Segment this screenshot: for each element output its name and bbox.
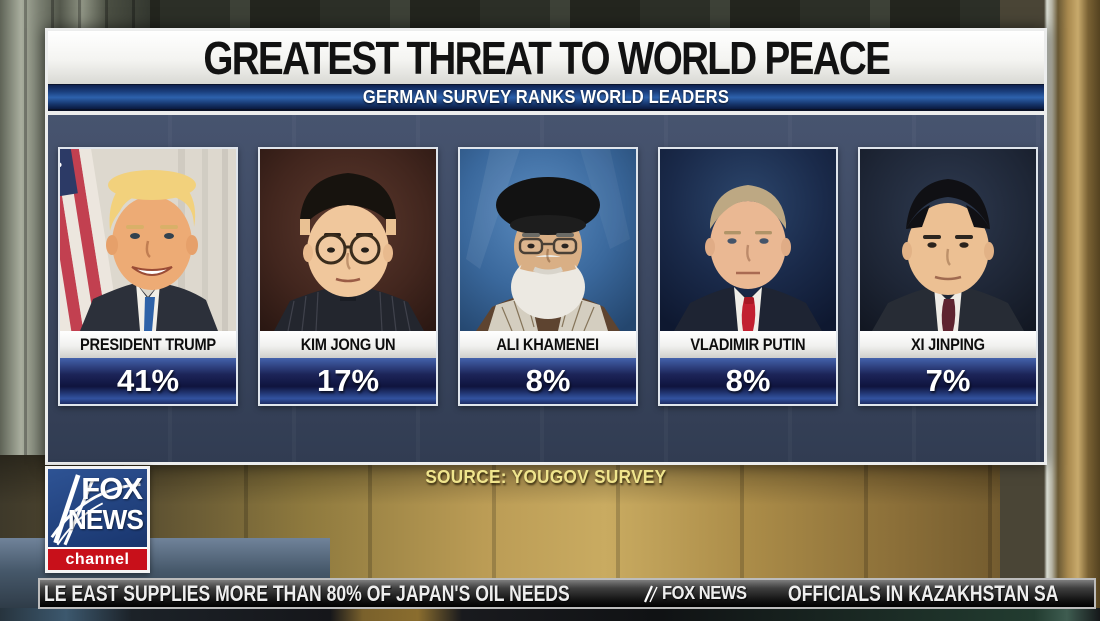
ticker-headline-right: OFFICIALS IN KAZAKHSTAN SA <box>788 580 1059 606</box>
survey-panels-area: PRESIDENT TRUMP 41% <box>48 115 1044 462</box>
news-ticker: LE EAST SUPPLIES MORE THAN 80% OF JAPAN'… <box>38 578 1096 609</box>
studio-background-top <box>0 0 1100 30</box>
leader-name-bar: KIM JONG UN <box>260 331 436 358</box>
kim-jong-un-portrait <box>260 149 436 331</box>
fox-news-icon <box>644 585 658 602</box>
panel-row: PRESIDENT TRUMP 41% <box>58 147 1038 406</box>
trump-portrait <box>60 149 236 331</box>
leader-percent: 17% <box>316 363 380 398</box>
leader-panel-ali-khamenei: ALI KHAMENEI 8% <box>458 147 638 406</box>
fullscreen-graphic: GREATEST THREAT TO WORLD PEACE GERMAN SU… <box>45 28 1047 465</box>
leader-name-bar: ALI KHAMENEI <box>460 331 636 358</box>
leader-percent: 8% <box>525 363 571 398</box>
source-attribution: SOURCE: YOUGOV SURVEY <box>45 467 1047 488</box>
vladimir-putin-portrait <box>660 149 836 331</box>
leader-panel-xi-jinping: XI JINPING 7% <box>858 147 1038 406</box>
channel-strip: channel <box>48 547 147 570</box>
news-wordmark: NEWS <box>67 504 144 535</box>
leader-name: PRESIDENT TRUMP <box>80 334 216 354</box>
ticker-brand-label: FOX NEWS <box>662 583 747 603</box>
subtitle-bar: GERMAN SURVEY RANKS WORLD LEADERS <box>48 84 1044 111</box>
leader-name-bar: XI JINPING <box>860 331 1036 358</box>
studio-background-below-ticker <box>0 608 1100 621</box>
xi-jinping-portrait <box>860 149 1036 331</box>
headline-text: GREATEST THREAT TO WORLD PEACE <box>203 31 891 84</box>
fox-wordmark: FOX <box>81 471 143 506</box>
leader-name: KIM JONG UN <box>300 334 396 354</box>
leader-panel-kim-jong-un: KIM JONG UN 17% <box>258 147 438 406</box>
leader-percent-bar: 41% <box>60 358 236 404</box>
leader-percent: 41% <box>116 363 180 398</box>
ticker-brand: FOX NEWS <box>643 583 754 604</box>
leader-percent-bar: 17% <box>260 358 436 404</box>
leader-name-bar: PRESIDENT TRUMP <box>60 331 236 358</box>
leader-percent-bar: 8% <box>460 358 636 404</box>
channel-label: channel <box>65 550 130 568</box>
fox-news-channel-logo: FOX NEWS channel <box>45 466 150 573</box>
searchlight-icon <box>50 474 141 546</box>
ticker-headline-left: LE EAST SUPPLIES MORE THAN 80% OF JAPAN'… <box>44 580 570 606</box>
leader-name: VLADIMIR PUTIN <box>690 334 806 354</box>
ali-khamenei-portrait <box>460 149 636 331</box>
source-text: SOURCE: YOUGOV SURVEY <box>425 467 667 487</box>
separator <box>48 111 1044 115</box>
headline-bar: GREATEST THREAT TO WORLD PEACE <box>48 31 1044 84</box>
leader-name: XI JINPING <box>911 334 985 354</box>
leader-panel-vladimir-putin: VLADIMIR PUTIN 8% <box>658 147 838 406</box>
leader-name-bar: VLADIMIR PUTIN <box>660 331 836 358</box>
subtitle-text: GERMAN SURVEY RANKS WORLD LEADERS <box>362 86 730 107</box>
leader-percent-bar: 8% <box>660 358 836 404</box>
leader-percent: 8% <box>725 363 771 398</box>
leader-panel-trump: PRESIDENT TRUMP 41% <box>58 147 238 406</box>
leader-percent-bar: 7% <box>860 358 1036 404</box>
leader-percent: 7% <box>925 363 971 398</box>
leader-name: ALI KHAMENEI <box>496 334 600 354</box>
